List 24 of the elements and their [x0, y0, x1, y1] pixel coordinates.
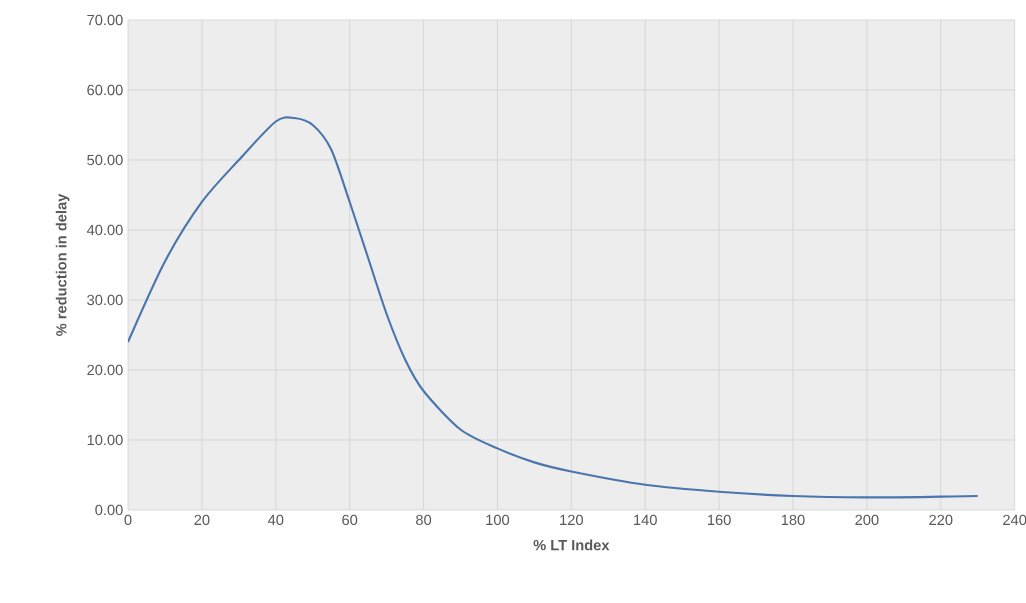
x-tick-label: 200	[855, 514, 879, 526]
x-tick-label: 160	[707, 514, 731, 526]
y-tick-label: 30.00	[87, 294, 123, 306]
x-tick-label: 240	[1003, 514, 1026, 526]
y-tick-label: 60.00	[87, 84, 123, 96]
x-tick-label: 80	[416, 514, 432, 526]
x-tick-label: 0	[124, 514, 132, 526]
y-tick-label: 70.00	[87, 14, 123, 26]
line-series	[128, 116, 979, 499]
x-tick-label: 40	[267, 514, 284, 526]
x-tick-label: 120	[560, 514, 583, 526]
x-tick-label: 180	[781, 514, 805, 526]
x-tick-label: 60	[342, 514, 358, 526]
x-tick-label: 100	[486, 514, 510, 526]
x-tick-label: 20	[194, 514, 210, 526]
y-tick-label: 50.00	[87, 154, 123, 166]
y-tick-label: 0.00	[95, 504, 123, 516]
x-tick-label: 140	[634, 514, 657, 526]
y-tick-label: 20.00	[87, 364, 123, 376]
y-tick-label: 40.00	[86, 224, 123, 236]
x-axis-title: % LT Index	[533, 539, 610, 551]
y-tick-label: 10.00	[87, 434, 123, 446]
x-tick-label: 220	[929, 514, 953, 526]
y-axis-title: % reduction in delay	[55, 193, 70, 336]
